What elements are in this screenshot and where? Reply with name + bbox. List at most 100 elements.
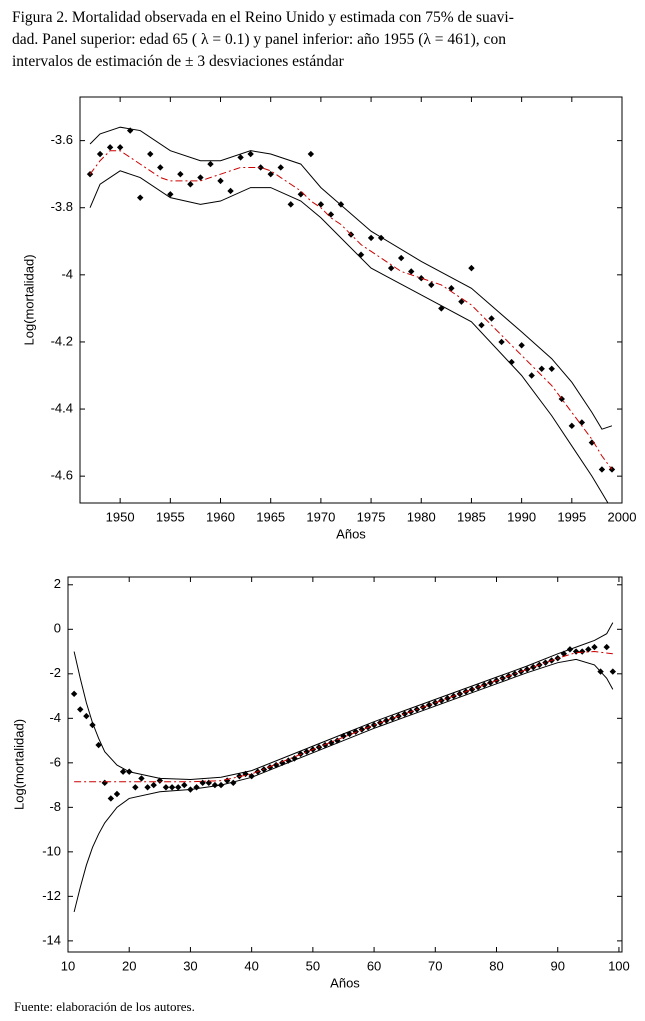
data-point <box>585 646 592 653</box>
data-point <box>167 191 174 198</box>
x-tick-label: 80 <box>489 958 503 973</box>
data-point <box>598 466 606 473</box>
data-point <box>119 768 127 775</box>
x-tick-label: 10 <box>61 958 75 973</box>
data-point <box>408 268 415 275</box>
x-tick-label: 1950 <box>106 509 135 524</box>
data-point <box>144 784 151 791</box>
data-point <box>96 150 104 158</box>
y-axis-label: Log(mortalidad) <box>11 719 26 810</box>
data-point <box>303 748 310 755</box>
fitted-line <box>89 150 613 470</box>
data-point <box>548 365 555 372</box>
data-point <box>387 264 395 272</box>
data-point <box>83 712 90 720</box>
x-tick-label: 1960 <box>206 509 235 524</box>
x-tick-label: 40 <box>244 958 258 973</box>
data-point <box>193 784 200 791</box>
data-point <box>257 164 264 171</box>
data-point <box>291 755 298 762</box>
data-point <box>197 174 204 181</box>
data-point <box>86 170 94 178</box>
data-point <box>530 663 537 671</box>
data-point <box>558 395 565 403</box>
x-tick-label: 2000 <box>608 509 637 524</box>
data-point <box>487 679 494 686</box>
data-point <box>428 281 435 289</box>
data-point <box>367 234 375 242</box>
data-point <box>162 784 170 791</box>
y-tick-label: -3.6 <box>51 132 73 147</box>
y-tick-label: 2 <box>54 576 61 591</box>
data-point <box>444 695 451 702</box>
y-tick-label: -4.6 <box>51 468 73 483</box>
data-point <box>609 668 617 675</box>
y-tick-label: -4.4 <box>51 400 73 415</box>
data-point <box>247 150 254 158</box>
data-point <box>168 784 176 791</box>
data-point <box>528 372 535 379</box>
data-point <box>317 201 325 208</box>
interval-line <box>73 658 614 913</box>
fitted-line <box>74 651 613 783</box>
data-point <box>156 777 164 784</box>
x-tick-label: 1965 <box>256 509 285 524</box>
data-point <box>401 710 408 718</box>
data-point <box>578 419 586 426</box>
data-point <box>287 201 294 208</box>
data-point <box>70 690 78 698</box>
data-point <box>297 191 305 198</box>
data-point <box>468 264 475 272</box>
data-point <box>199 779 206 787</box>
data-point <box>358 726 366 733</box>
data-point <box>468 686 476 693</box>
data-point <box>488 315 495 322</box>
y-tick-label: -4.2 <box>51 333 73 348</box>
data-point <box>138 775 145 782</box>
x-tick-label: 1980 <box>407 509 436 524</box>
data-point <box>383 717 390 724</box>
x-tick-label: 30 <box>183 958 197 973</box>
data-point <box>116 144 124 151</box>
source-note: Fuente: elaboración de los autores. <box>14 999 195 1014</box>
y-tick-label: -10 <box>42 843 61 858</box>
plot-frame <box>67 576 623 953</box>
x-tick-label: 50 <box>306 958 320 973</box>
data-point <box>187 181 194 188</box>
data-point <box>89 721 96 729</box>
y-tick-label: 0 <box>54 621 61 636</box>
data-point <box>277 164 284 171</box>
data-point <box>207 160 214 168</box>
data-point <box>150 781 157 789</box>
panel: 10 20 30 40 50 60 70 80 90 100 -14 -12 -10 -8 -6 -4 -2 0 2… <box>11 576 629 990</box>
y-tick-label: -8 <box>49 799 61 814</box>
y-tick-label: -14 <box>42 932 61 947</box>
data-point <box>106 144 114 151</box>
x-tick-label: 1985 <box>457 509 486 524</box>
data-point <box>346 730 353 738</box>
data-point <box>137 194 144 201</box>
data-point <box>579 648 586 655</box>
data-point <box>126 127 134 134</box>
x-tick-label: 1995 <box>557 509 586 524</box>
x-tick-label: 60 <box>367 958 381 973</box>
x-tick-label: 1970 <box>306 509 335 524</box>
x-axis-label: Años <box>336 526 366 541</box>
data-point <box>511 670 519 678</box>
data-point <box>478 321 485 329</box>
data-point <box>230 779 237 787</box>
data-point <box>211 781 219 789</box>
data-point <box>267 170 274 178</box>
data-point <box>174 784 182 791</box>
x-tick-label: 1955 <box>156 509 185 524</box>
plot-frame <box>79 96 623 504</box>
interval-line <box>89 126 613 430</box>
x-tick-label: 70 <box>428 958 442 973</box>
data-point <box>181 781 188 789</box>
data-point <box>498 338 505 346</box>
y-tick-label: -6 <box>49 754 61 769</box>
interval-line <box>89 170 609 503</box>
interval-line <box>73 622 614 781</box>
data-point <box>107 795 115 802</box>
